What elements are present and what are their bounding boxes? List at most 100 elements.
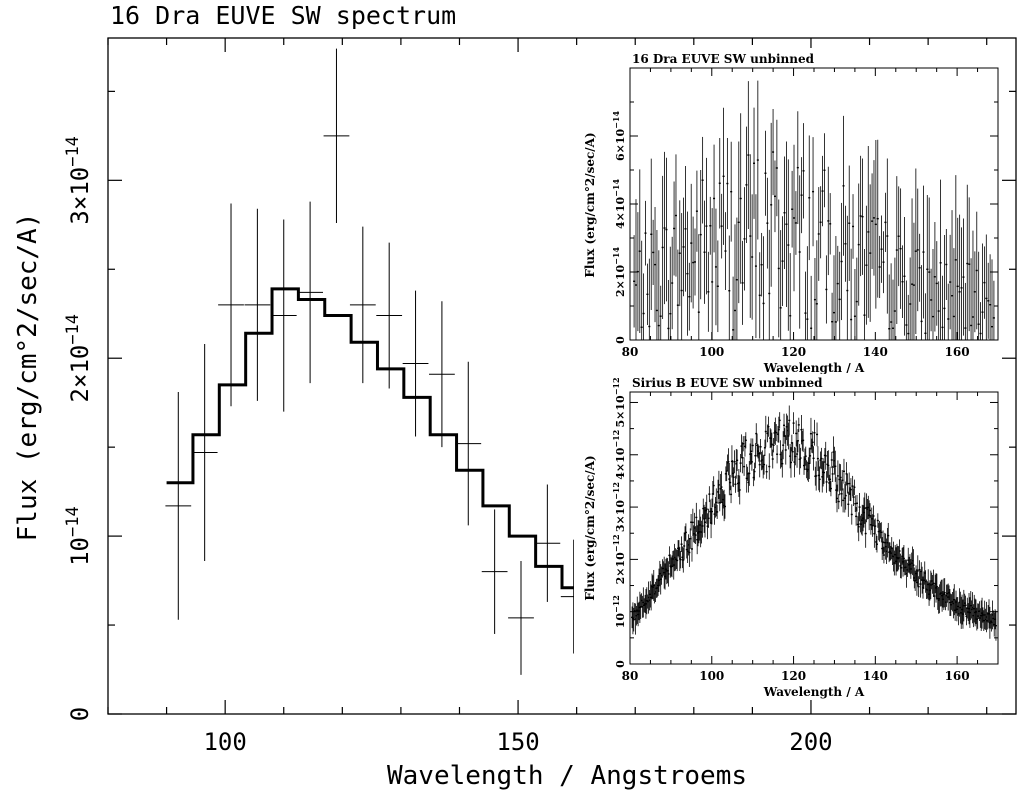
- in2-data-point: [676, 549, 679, 572]
- in2-data-point: [775, 424, 778, 442]
- in2-data-point: [841, 469, 844, 491]
- in2-data-point: [912, 549, 915, 582]
- in1-data-point: [987, 262, 990, 339]
- in1-data-point: [844, 205, 847, 282]
- in2-data-point: [809, 447, 812, 464]
- in1-data-point: [836, 245, 839, 322]
- in1-data-point: [834, 236, 837, 340]
- in1-data-point: [726, 137, 729, 230]
- in1-data-point: [930, 268, 933, 332]
- main-y-axis-label: Flux (erg/cm°2/sec/A): [13, 213, 43, 542]
- in2-data-point: [824, 441, 827, 470]
- in2-data-point: [812, 446, 815, 471]
- in2-data-point: [882, 530, 885, 554]
- in2-data-point: [842, 488, 845, 513]
- in2-data-point: [852, 488, 855, 507]
- in1-data-point: [899, 188, 902, 309]
- main-plot-frame: [107, 37, 1017, 715]
- in1-data-point: [793, 144, 796, 292]
- in2-data-point: [683, 532, 686, 560]
- in1-data-point: [933, 222, 936, 332]
- in1-data-point: [876, 139, 879, 298]
- in1-data-point: [810, 275, 813, 340]
- in2-data-point: [679, 551, 682, 569]
- in1-data-point: [756, 80, 759, 240]
- in1-data-point: [764, 130, 767, 216]
- in1-data-point: [852, 194, 855, 259]
- in1-data-point: [973, 251, 976, 333]
- in2-data-point: [858, 492, 861, 522]
- in1-data-point: [695, 170, 698, 252]
- in2-data-point: [853, 479, 856, 495]
- inset2-background: [574, 374, 998, 700]
- in2-y-tick-label: 0: [614, 660, 627, 668]
- in2-data-point: [667, 561, 670, 587]
- in2-data-point: [816, 446, 819, 471]
- in1-x-tick-label: 120: [781, 345, 806, 359]
- in1-data-point: [975, 211, 978, 330]
- in2-data-point: [916, 555, 919, 587]
- in2-data-point: [680, 536, 683, 553]
- in1-data-point: [922, 185, 925, 319]
- in2-data-point: [796, 440, 799, 468]
- in1-data-point: [741, 240, 744, 325]
- in2-data-point: [742, 436, 745, 452]
- in1-data-point: [869, 184, 872, 322]
- in1-data-point: [699, 170, 702, 300]
- in1-data-point: [812, 137, 815, 247]
- in2-data-point: [759, 438, 762, 455]
- in2-data-point: [739, 453, 742, 473]
- in1-data-point: [874, 140, 877, 309]
- in2-data-point: [900, 557, 903, 579]
- in2-data-point: [919, 570, 922, 598]
- in1-data-point: [924, 293, 927, 340]
- main-data-point: [402, 290, 429, 437]
- in1-data-point: [981, 243, 984, 340]
- in2-data-point: [684, 523, 687, 542]
- in2-data-point: [818, 466, 821, 493]
- in1-data-point: [673, 181, 676, 276]
- in1-data-point: [684, 166, 687, 292]
- in1-data-point: [819, 186, 822, 259]
- in1-data-point: [853, 268, 856, 340]
- main-x-tick-label: 200: [789, 728, 832, 756]
- in1-data-point: [888, 274, 891, 340]
- in2-data-point: [727, 448, 730, 476]
- in1-data-point: [815, 240, 818, 340]
- main-model-step-line: [166, 287, 589, 590]
- in2-data-point: [789, 447, 792, 478]
- main-x-axis-label: Wavelength / Angstroems: [387, 761, 747, 791]
- in2-data-point: [855, 494, 858, 512]
- in1-data-point: [985, 234, 988, 340]
- in2-data-point: [734, 475, 737, 493]
- in1-data-point: [730, 141, 733, 242]
- in2-data-point: [935, 573, 938, 600]
- in1-data-point: [909, 257, 912, 340]
- inset2-data-points: [631, 405, 997, 641]
- in1-data-point: [952, 248, 955, 340]
- in2-data-point: [836, 460, 839, 492]
- in2-data-point: [788, 405, 791, 436]
- in2-data-point: [849, 478, 852, 502]
- in1-data-point: [654, 207, 657, 323]
- in2-data-point: [792, 412, 795, 435]
- in2-data-point: [732, 467, 735, 488]
- in2-data-point: [729, 474, 732, 491]
- in2-data-point: [689, 528, 692, 549]
- in2-data-point: [811, 431, 814, 454]
- in1-data-point: [633, 235, 636, 328]
- in1-data-point: [648, 258, 651, 340]
- in1-data-point: [960, 227, 963, 340]
- in1-data-point: [937, 281, 940, 340]
- in2-data-point: [882, 546, 885, 564]
- in2-data-point: [765, 464, 768, 479]
- in1-data-point: [655, 229, 658, 340]
- in1-data-point: [859, 155, 862, 277]
- in2-data-point: [820, 447, 823, 470]
- in1-data-point: [640, 240, 643, 340]
- in1-data-point: [846, 215, 849, 340]
- in1-data-point: [686, 211, 689, 336]
- in2-data-point: [763, 454, 766, 475]
- inset1-chart: 16 Dra EUVE SW unbinned 80 100 120 140 160 0…: [574, 48, 999, 375]
